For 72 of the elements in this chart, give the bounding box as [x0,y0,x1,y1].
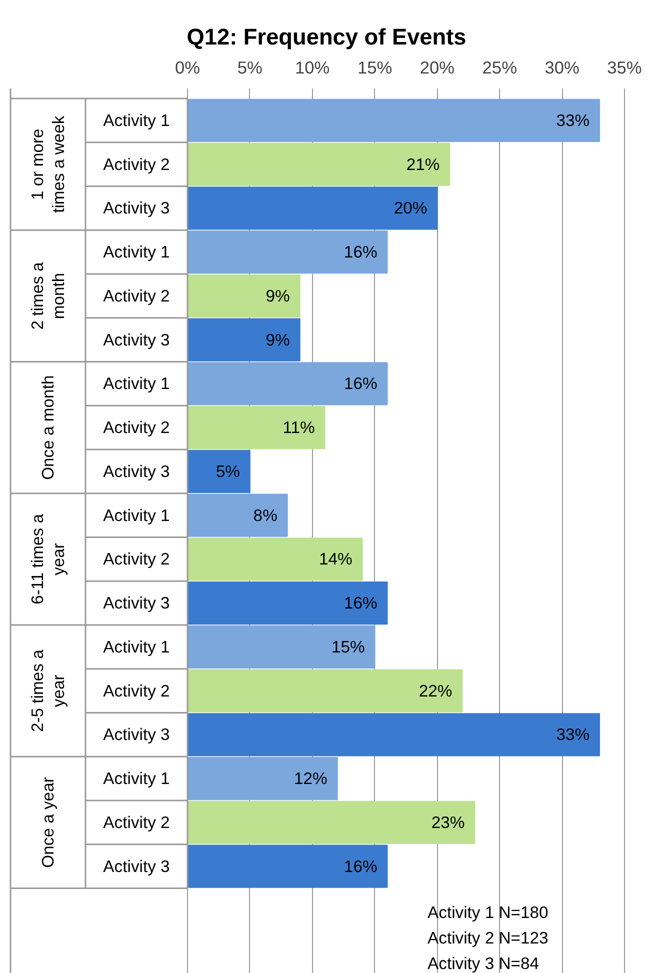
text: Activity 2 [103,681,170,700]
data-label: 16% [344,242,378,262]
x-tick-label: 0% [174,58,200,78]
y-tick-label: 6-11 times a year [28,513,68,604]
data-label: 33% [556,725,590,744]
x-tick-label: 10% [295,58,330,78]
data-label: 22% [418,681,452,700]
data-label: 23% [431,812,465,832]
y-tick-label: Once a year [38,776,58,868]
text: Activity 1 [103,242,170,262]
annotation: Activity 3 N=84 [428,954,540,973]
data-label: 9% [266,330,290,350]
x-tick-label: 15% [357,58,392,78]
text: Activity 1 [103,374,170,394]
bar [187,274,300,318]
text: Activity 3 [103,462,170,481]
text: Activity 2 [103,812,170,832]
series-label: Activity 1 [103,110,170,130]
data-label: 8% [253,506,278,525]
data-label: 20% [394,198,428,218]
series-label: Activity 3 [103,198,170,218]
bar [187,142,450,186]
data-label: 11% [282,418,316,438]
bar [187,844,388,888]
y-tick-label: 1 or more times a week [28,115,68,213]
bar [187,406,326,450]
y-tick-label: 2-5 times a year [28,648,68,732]
data-label: 9% [266,286,290,306]
bar [187,582,388,625]
annotation: Activity 2 N=123 [428,928,548,948]
bar [187,98,600,142]
bar [187,186,438,230]
bar [187,625,376,669]
data-label: 16% [344,856,378,876]
text: Activity 3 [103,330,170,350]
x-tick-label: 30% [544,58,580,78]
bar [187,318,300,362]
bar [187,713,600,756]
text: Activity 2 [103,550,170,569]
x-tick-label: 25% [482,58,517,78]
data-label: 14% [318,550,352,569]
bar [187,230,388,274]
bar [187,362,388,406]
data-label: 5% [216,462,240,481]
bar [187,538,363,581]
text: Activity 2 [103,418,170,438]
text: Activity 1 [103,769,170,788]
series-label: Activity 2 [103,154,170,174]
data-label: 16% [344,594,378,613]
bar [187,800,476,844]
text: Activity 1 [103,637,170,656]
bar [187,494,288,537]
x-tick-label: 20% [420,58,455,78]
data-label: 21% [406,154,440,174]
text: Activity 2 [103,286,170,306]
data-label: 16% [344,374,378,394]
x-tick-label: 35% [607,58,642,78]
bar [187,450,250,494]
chart-title: Q12: Frequency of Events [186,24,466,50]
x-tick-label: 5% [237,58,262,78]
y-tick-label: 2 times a month [28,261,68,330]
bar [187,669,463,712]
data-label: 12% [294,769,328,788]
data-label: 33% [556,110,590,130]
text: Activity 3 [103,594,170,613]
text: Activity 1 [103,506,170,525]
data-label: 15% [331,637,365,656]
text: Activity 3 [103,856,170,876]
bar [187,757,338,800]
y-tick-label: Once a month [38,375,58,480]
annotation: Activity 1 N=180 [428,902,548,922]
text: Activity 3 [103,725,170,744]
